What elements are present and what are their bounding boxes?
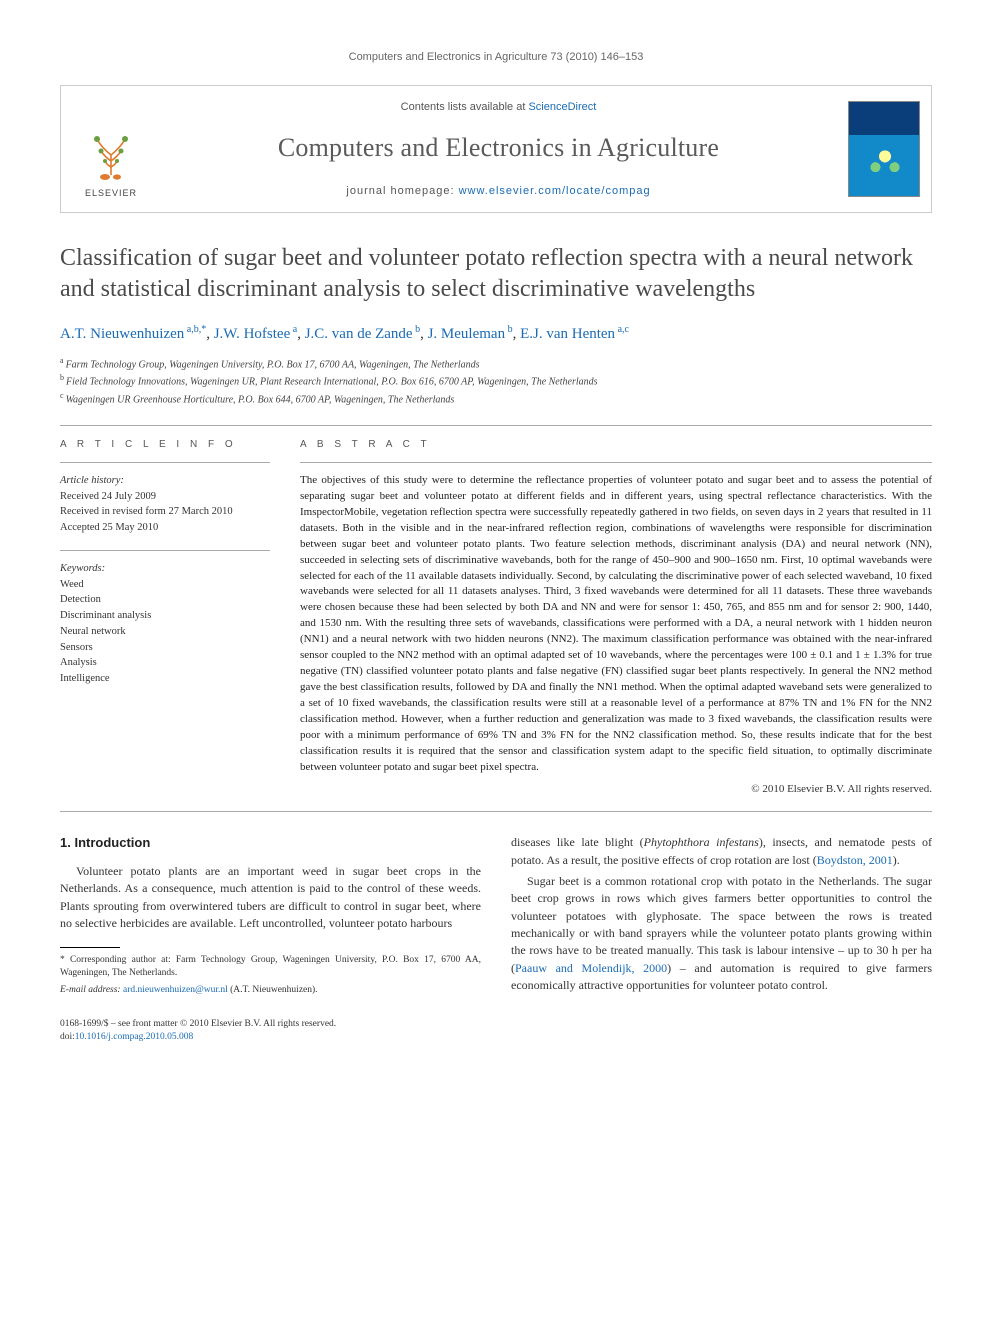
email-who: (A.T. Nieuwenhuizen). xyxy=(230,985,317,995)
article-title: Classification of sugar beet and volunte… xyxy=(60,243,932,305)
sciencedirect-link[interactable]: ScienceDirect xyxy=(528,101,596,113)
keyword: Discriminant analysis xyxy=(60,608,270,624)
info-abstract-row: A R T I C L E I N F O Article history: R… xyxy=(60,438,932,797)
footer-block: 0168-1699/$ – see front matter © 2010 El… xyxy=(60,1018,932,1045)
email-label: E-mail address: xyxy=(60,985,121,995)
body-text: Sugar beet is a common rotational crop w… xyxy=(511,874,932,975)
contents-prefix: Contents lists available at xyxy=(401,101,529,113)
doi-line: doi:10.1016/j.compag.2010.05.008 xyxy=(60,1031,932,1044)
article-info-column: A R T I C L E I N F O Article history: R… xyxy=(60,438,270,797)
contents-line: Contents lists available at ScienceDirec… xyxy=(171,100,826,115)
affiliation-line: b Field Technology Innovations, Wagening… xyxy=(60,372,932,389)
author-affiliation-marks: a,b,* xyxy=(184,324,206,335)
divider-bottom xyxy=(60,811,932,812)
abstract-copyright: © 2010 Elsevier B.V. All rights reserved… xyxy=(300,782,932,797)
info-divider-1 xyxy=(60,462,270,463)
keyword: Detection xyxy=(60,592,270,608)
keyword: Intelligence xyxy=(60,671,270,687)
elsevier-logo: ELSEVIER xyxy=(76,120,146,200)
email-footnote: E-mail address: ard.nieuwenhuizen@wur.nl… xyxy=(60,984,481,997)
page-root: Computers and Electronics in Agriculture… xyxy=(0,0,992,1085)
body-paragraph: Volunteer potato plants are an important… xyxy=(60,863,481,933)
author-link[interactable]: J.C. van de Zande xyxy=(305,326,413,342)
header-center: Contents lists available at ScienceDirec… xyxy=(161,86,836,211)
author-affiliation-marks: a xyxy=(290,324,297,335)
keyword: Sensors xyxy=(60,640,270,656)
affiliation-line: c Wageningen UR Greenhouse Horticulture,… xyxy=(60,390,932,407)
cover-cell xyxy=(836,86,931,211)
keyword: Neural network xyxy=(60,624,270,640)
journal-homepage-link[interactable]: www.elsevier.com/locate/compag xyxy=(459,185,651,197)
citation-link[interactable]: Boydston, 2001 xyxy=(817,853,893,867)
body-paragraph: diseases like late blight (Phytophthora … xyxy=(511,834,932,869)
keywords-label: Keywords: xyxy=(60,561,270,577)
abstract-text: The objectives of this study were to det… xyxy=(300,473,932,776)
doi-label: doi: xyxy=(60,1032,75,1042)
footnote-separator xyxy=(60,947,120,948)
body-text: ). xyxy=(893,853,900,867)
elsevier-tree-icon xyxy=(83,127,139,183)
section-heading-introduction: 1. Introduction xyxy=(60,834,481,853)
author-affiliation-marks: b xyxy=(413,324,421,335)
author-link[interactable]: J.W. Hofstee xyxy=(214,326,291,342)
abstract-column: A B S T R A C T The objectives of this s… xyxy=(300,438,932,797)
abstract-divider xyxy=(300,462,932,463)
keyword: Weed xyxy=(60,577,270,593)
authors-line: A.T. Nieuwenhuizen a,b,*, J.W. Hofstee a… xyxy=(60,323,932,345)
body-two-column: 1. Introduction Volunteer potato plants … xyxy=(60,834,932,1000)
author-link[interactable]: E.J. van Henten xyxy=(520,326,615,342)
publisher-name: ELSEVIER xyxy=(85,187,137,200)
journal-name: Computers and Electronics in Agriculture xyxy=(171,130,826,166)
homepage-prefix: journal homepage: xyxy=(346,185,458,197)
affiliation-line: a Farm Technology Group, Wageningen Univ… xyxy=(60,355,932,372)
species-name: Phytophthora infestans xyxy=(644,835,759,849)
citation-link[interactable]: Paauw and Molendijk, 2000 xyxy=(515,961,667,975)
body-text: diseases like late blight ( xyxy=(511,835,644,849)
affiliations: a Farm Technology Group, Wageningen Univ… xyxy=(60,355,932,407)
body-paragraph: Sugar beet is a common rotational crop w… xyxy=(511,873,932,995)
author-link[interactable]: A.T. Nieuwenhuizen xyxy=(60,326,184,342)
front-matter-line: 0168-1699/$ – see front matter © 2010 El… xyxy=(60,1018,932,1031)
doi-link[interactable]: 10.1016/j.compag.2010.05.008 xyxy=(75,1032,193,1042)
author-affiliation-marks: b xyxy=(505,324,513,335)
journal-header: ELSEVIER Contents lists available at Sci… xyxy=(60,85,932,212)
author-link[interactable]: J. Meuleman xyxy=(428,326,505,342)
article-history: Article history: Received 24 July 2009 R… xyxy=(60,473,270,536)
info-divider-2 xyxy=(60,550,270,551)
homepage-line: journal homepage: www.elsevier.com/locat… xyxy=(171,184,826,199)
corresponding-email-link[interactable]: ard.nieuwenhuizen@wur.nl xyxy=(123,985,228,995)
publisher-logo-cell: ELSEVIER xyxy=(61,86,161,211)
running-head: Computers and Electronics in Agriculture… xyxy=(60,50,932,65)
history-line: Accepted 25 May 2010 xyxy=(60,520,270,536)
keywords-block: Keywords: Weed Detection Discriminant an… xyxy=(60,561,270,687)
corresponding-author-footnote: * Corresponding author at: Farm Technolo… xyxy=(60,954,481,981)
journal-cover-thumbnail xyxy=(848,101,920,197)
keyword: Analysis xyxy=(60,655,270,671)
history-label: Article history: xyxy=(60,473,270,489)
history-line: Received in revised form 27 March 2010 xyxy=(60,504,270,520)
author-affiliation-marks: a,c xyxy=(615,324,629,335)
abstract-heading: A B S T R A C T xyxy=(300,438,932,452)
divider-top xyxy=(60,425,932,426)
history-line: Received 24 July 2009 xyxy=(60,489,270,505)
article-info-heading: A R T I C L E I N F O xyxy=(60,438,270,452)
